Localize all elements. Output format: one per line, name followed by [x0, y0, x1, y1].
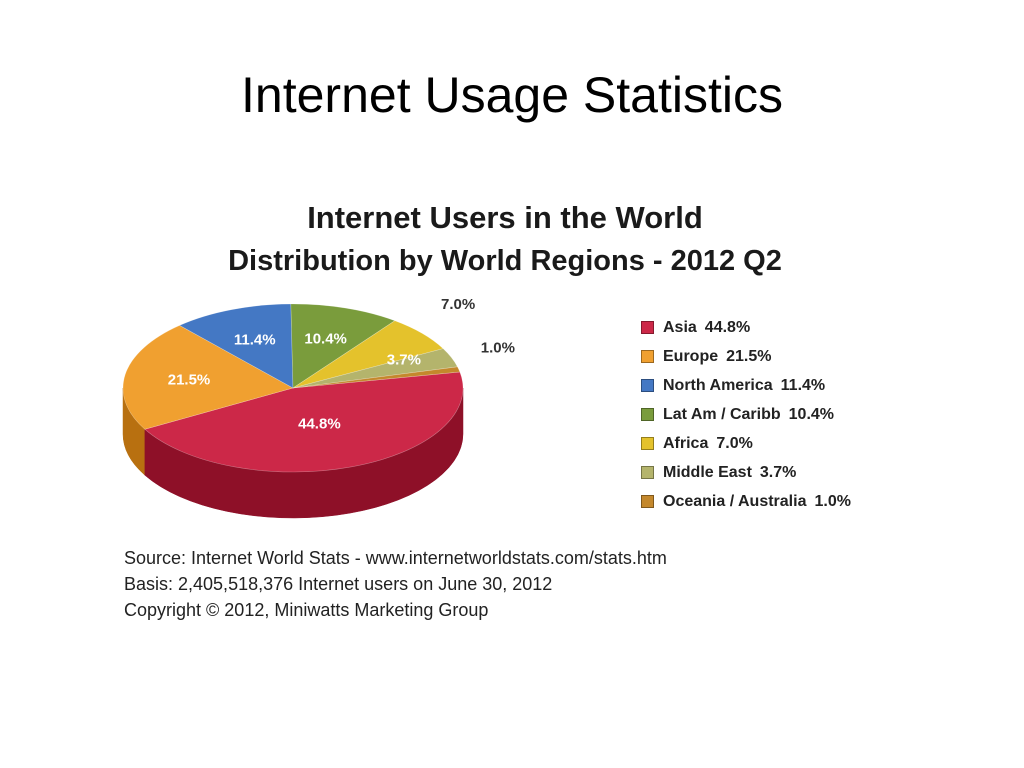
legend-swatch — [641, 379, 654, 392]
legend-swatch — [641, 437, 654, 450]
legend-value: 44.8% — [704, 318, 751, 336]
legend-label: Middle East — [663, 463, 752, 481]
legend-label: Lat Am / Caribb — [663, 405, 781, 423]
slide-title: Internet Usage Statistics — [241, 67, 783, 123]
legend-item-north-america: North America 11.4% — [641, 371, 941, 400]
pie-label-europe: 21.5% — [168, 372, 211, 389]
legend-label: North America — [663, 376, 773, 394]
legend-item-oceania-australia: Oceania / Australia 1.0% — [641, 487, 941, 516]
pie-label-middle-east: 3.7% — [387, 352, 421, 369]
legend-item-europe: Europe 21.5% — [641, 342, 941, 371]
pie-label-asia: 44.8% — [298, 415, 341, 432]
pie-label-africa: 7.0% — [441, 296, 475, 313]
legend-swatch — [641, 466, 654, 479]
chart-legend: Asia 44.8% Europe 21.5% North America 11.4% La… — [641, 313, 941, 516]
pie-side-asia — [144, 387, 464, 519]
legend-swatch — [641, 408, 654, 421]
pie-slice-asia — [144, 371, 464, 473]
legend-label: Africa — [663, 434, 709, 452]
copyright-line: Copyright © 2012, Miniwatts Marketing Gr… — [124, 600, 489, 620]
legend-item-africa: Africa 7.0% — [641, 429, 941, 458]
legend-swatch — [641, 321, 654, 334]
pie-label-oceania-australia: 1.0% — [481, 339, 515, 356]
basis-line: Basis: 2,405,518,376 Internet users on J… — [124, 574, 553, 594]
pie-slice-europe — [122, 325, 294, 430]
legend-label: Asia — [663, 318, 697, 336]
pie-label-north-america: 11.4% — [234, 331, 276, 348]
pie-slice-lat-am-caribb — [290, 303, 396, 389]
source-line: Source: Internet World Stats - www.inter… — [124, 548, 667, 568]
pie-label-lat-am-caribb: 10.4% — [304, 330, 347, 347]
legend-item-middle-east: Middle East 3.7% — [641, 458, 941, 487]
legend-swatch — [641, 495, 654, 508]
chart-subtitle: Distribution by World Regions - 2012 Q2 — [228, 245, 782, 277]
pie-slice-africa — [292, 320, 444, 389]
legend-value: 1.0% — [814, 492, 851, 510]
pie-slice-oceania-australia — [292, 366, 461, 389]
legend-label: Oceania / Australia — [663, 492, 807, 510]
legend-value: 7.0% — [716, 434, 753, 452]
legend-item-asia: Asia 44.8% — [641, 313, 941, 342]
legend-value: 10.4% — [788, 405, 835, 423]
legend-item-lat-am-caribb: Lat Am / Caribb 10.4% — [641, 400, 941, 429]
pie-slice-middle-east — [292, 348, 458, 389]
legend-value: 3.7% — [759, 463, 797, 481]
legend-value: 21.5% — [726, 347, 772, 365]
pie-slice-north-america — [178, 303, 294, 389]
source-notes: Source: Internet World Stats - www.inter… — [124, 545, 844, 623]
legend-swatch — [641, 350, 654, 363]
legend-label: Europe — [663, 347, 719, 365]
legend-value: 11.4% — [780, 376, 826, 394]
chart-title: Internet Users in the World — [307, 200, 703, 235]
